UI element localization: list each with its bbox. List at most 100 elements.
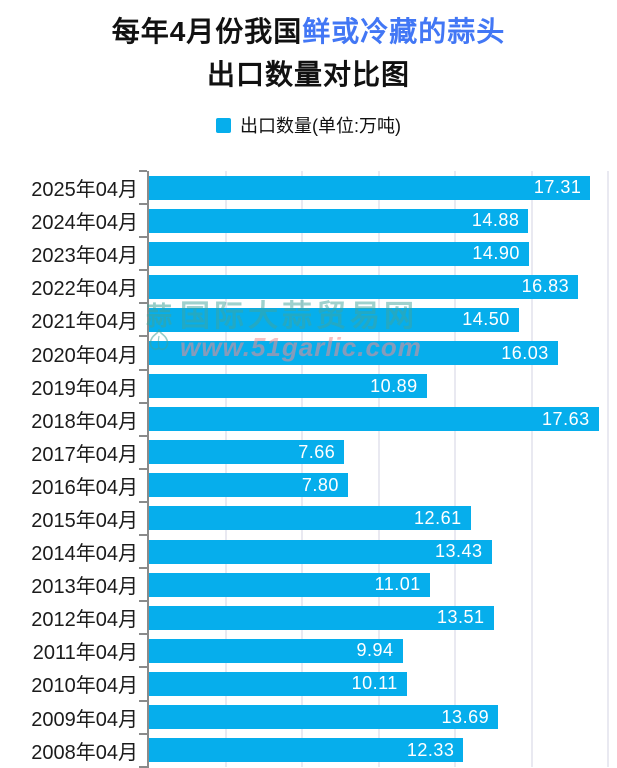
axis-tick: [139, 534, 147, 537]
bar-row: 2012年04月 13.51: [0, 600, 617, 635]
bar-value-label: 13.51: [436, 607, 485, 628]
bar-track: 14.90: [139, 236, 617, 271]
bar: 12.33: [149, 738, 464, 763]
bar-value-label: 14.90: [472, 243, 520, 264]
category-label: 2019年04月: [31, 377, 138, 400]
gridline: [377, 171, 380, 767]
bar-track: 12.33: [139, 732, 617, 767]
axis-tick: [139, 269, 147, 272]
category-label: 2024年04月: [31, 212, 138, 235]
bar-value-label: 11.01: [374, 574, 421, 595]
category-label: 2008年04月: [31, 741, 138, 764]
axis-tick: [139, 434, 147, 437]
axis-tick: [139, 236, 147, 239]
category-label: 2009年04月: [31, 708, 138, 731]
category-label: 2010年04月: [31, 675, 138, 698]
bar-track: 17.63: [139, 401, 617, 436]
bar: 13.51: [149, 605, 494, 630]
bar: 9.94: [149, 638, 403, 663]
category-label: 2025年04月: [31, 179, 138, 202]
bar-row: 2025年04月 17.31: [0, 170, 617, 205]
bar-value-label: 13.69: [441, 706, 490, 727]
page-title-line1: 每年4月份我国鲜或冷藏的蒜头: [0, 10, 617, 53]
gridlines: [149, 171, 617, 767]
bar-row: 2019年04月 10.89: [0, 368, 617, 403]
bar-track: 16.83: [139, 269, 617, 304]
legend-label: 出口数量(单位:万吨): [240, 116, 401, 136]
category-label: 2015年04月: [31, 509, 138, 532]
bar-row: 2023年04月 14.90: [0, 236, 617, 271]
bar-value-label: 9.94: [356, 640, 394, 661]
bar: 14.90: [149, 241, 529, 266]
category-label: 2013年04月: [31, 576, 138, 599]
bar-track: 14.50: [139, 302, 617, 337]
category-label: 2018年04月: [31, 410, 138, 433]
gridline: [607, 171, 609, 767]
bar-row: 2015年04月 12.61: [0, 500, 617, 536]
bar-track: 7.80: [139, 467, 617, 502]
bar-value-label: 16.83: [521, 276, 570, 297]
bar-value-label: 14.50: [462, 309, 510, 330]
axis-tick: [139, 368, 147, 371]
bar: 12.61: [149, 506, 471, 531]
bar-value-label: 14.88: [471, 210, 520, 231]
bar-track: 14.88: [139, 203, 617, 238]
axis-tick: [139, 600, 147, 603]
category-label: 2014年04月: [31, 543, 138, 566]
bar: 10.11: [149, 671, 407, 696]
bar-value-label: 12.33: [406, 739, 455, 760]
bar-row: 2008年04月 12.33: [0, 732, 617, 767]
bar: 16.83: [149, 274, 579, 299]
bar-value-label: 10.89: [370, 375, 418, 396]
bar-row: 2011年04月 9.94: [0, 633, 617, 668]
gridline: [530, 171, 533, 767]
bar-value-label: 10.11: [351, 673, 398, 694]
bar-row: 2022年04月 16.83: [0, 269, 617, 304]
bar: 11.01: [149, 572, 430, 597]
bar-value-label: 7.80: [301, 474, 339, 495]
category-label: 2022年04月: [31, 278, 138, 301]
page-title-line2: 出口数量对比图: [206, 59, 410, 90]
axis-tick: [139, 500, 147, 503]
chart-legend: 出口数量(单位:万吨): [0, 112, 617, 138]
bar-row: 2013年04月 11.01: [0, 567, 617, 602]
bar-chart: 2025年04月 17.31 2024年04月 14.88 2023年04月 1…: [0, 170, 617, 768]
bar: 10.89: [149, 374, 427, 399]
bar: 7.80: [149, 473, 348, 498]
bar-value-label: 12.61: [414, 507, 462, 528]
bar-row: 2024年04月 14.88: [0, 203, 617, 238]
page-title: 每年4月份我国鲜或冷藏的蒜头 出口数量对比图: [0, 10, 617, 96]
bar-row: 2014年04月 13.43: [0, 534, 617, 569]
axis-tick: [139, 567, 147, 570]
bar-row: 2009年04月 13.69: [0, 699, 617, 734]
bar-rows: 2025年04月 17.31 2024年04月 14.88 2023年04月 1…: [0, 170, 617, 767]
bar: 13.43: [149, 539, 492, 564]
axis-tick: [139, 467, 147, 470]
bar-track: 13.51: [139, 600, 617, 635]
axis-tick: [139, 335, 147, 338]
bar-track: 16.03: [139, 335, 617, 370]
axis-tick: [139, 203, 147, 206]
bar-track: 13.43: [139, 534, 617, 569]
bar-track: 12.61: [139, 500, 617, 536]
axis-tick: [139, 302, 147, 305]
bar-row: 2016年04月 7.80: [0, 467, 617, 502]
bar-track: 11.01: [139, 567, 617, 602]
title-text-highlight: 鲜或冷藏的蒜头: [302, 16, 506, 47]
bar-value-label: 13.43: [434, 541, 483, 562]
bar-row: 2018年04月 17.63: [0, 401, 617, 436]
axis-tick: [139, 666, 147, 669]
bar-value-label: 16.03: [501, 342, 549, 363]
bar: 13.69: [149, 705, 499, 730]
axis-tick: [139, 699, 147, 702]
bar-track: 10.89: [139, 368, 617, 403]
bar-row: 2017年04月 7.66: [0, 434, 617, 469]
bar-track: 9.94: [139, 633, 617, 668]
bar-track: 13.69: [139, 699, 617, 734]
gridline: [301, 171, 303, 767]
category-label: 2011年04月: [32, 642, 138, 665]
bar: 16.03: [149, 341, 558, 366]
bar-track: 7.66: [139, 434, 617, 469]
bottom-axis-tick: [139, 765, 149, 768]
legend-swatch-icon: [216, 117, 231, 133]
